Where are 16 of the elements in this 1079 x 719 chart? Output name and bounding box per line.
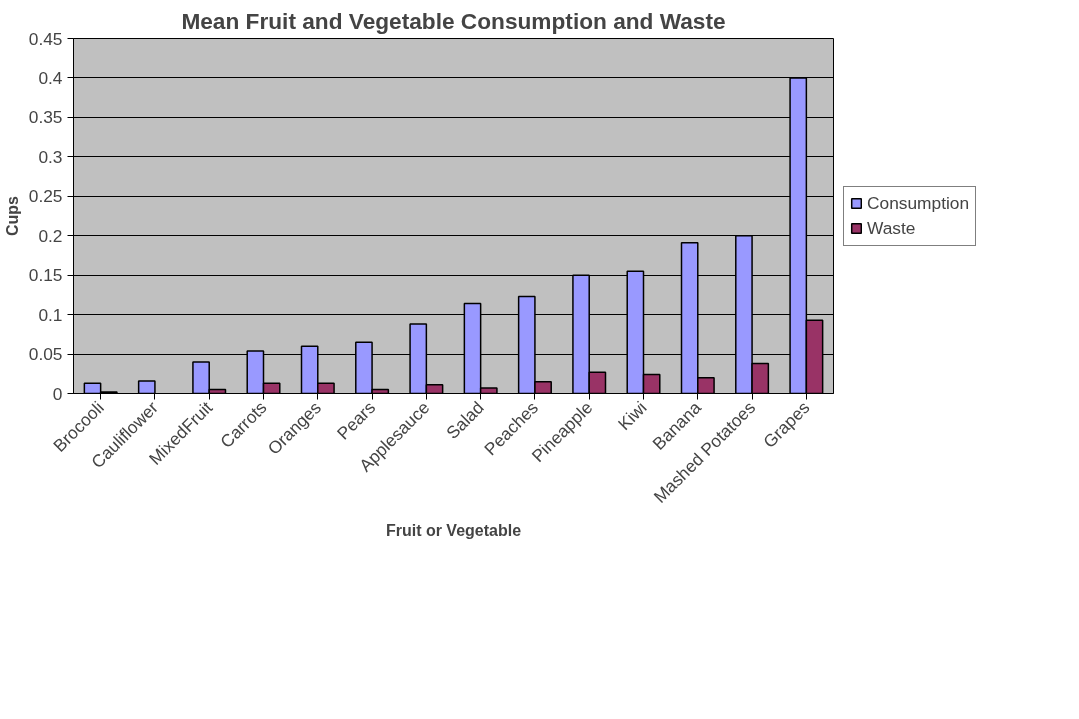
legend-label: Consumption — [867, 192, 970, 214]
x-axis-title: Fruit or Vegetable — [385, 521, 522, 539]
y-tick-label: 0 — [52, 383, 63, 404]
y-tick-label: 0.15 — [28, 265, 63, 286]
y-tick-label: 0.4 — [38, 67, 63, 88]
y-axis-title: Cups — [3, 195, 21, 236]
y-tick-label: 0.25 — [28, 186, 63, 207]
y-tick-label: 0.45 — [28, 28, 63, 49]
y-tick-label: 0.35 — [28, 107, 63, 128]
y-tick-label: 0.1 — [38, 304, 63, 325]
chart-title: Mean Fruit and Vegetable Consumption and Waste — [181, 7, 726, 34]
y-tick-label: 0.2 — [38, 225, 63, 246]
x-tick-label: Kiwi — [613, 397, 651, 435]
y-tick-label: 0.05 — [28, 344, 63, 365]
y-tick-label: 0.3 — [38, 146, 63, 167]
legend-label: Waste — [867, 217, 916, 239]
